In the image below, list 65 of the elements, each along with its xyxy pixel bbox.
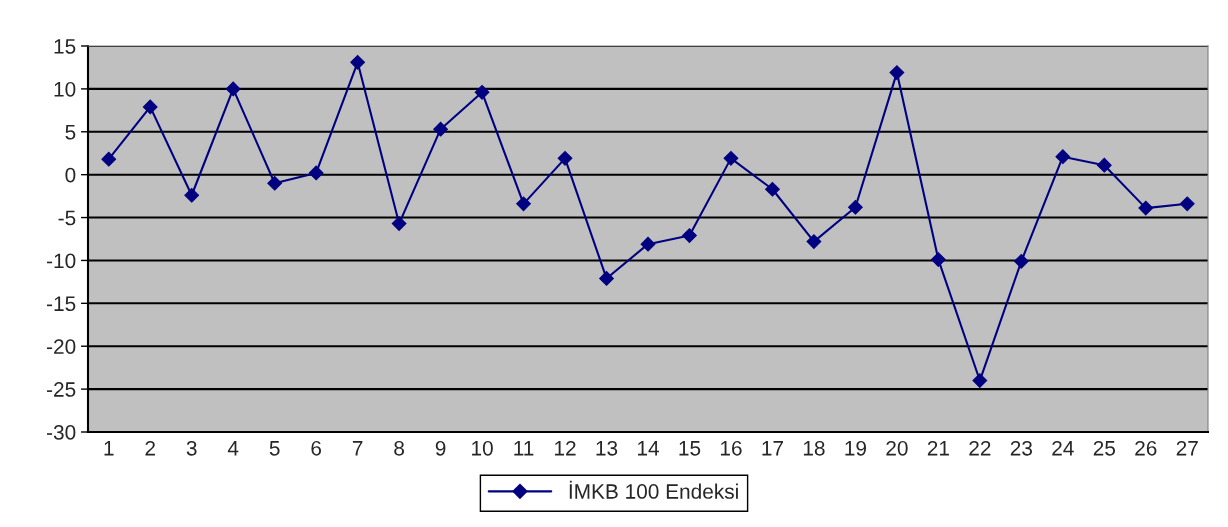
y-tick-label: -5 [58,210,76,226]
point [1055,149,1071,165]
x-tick-label: 11 [514,441,534,456]
y-tick-label: 15 [54,39,76,54]
x-tick-label: 24 [1052,440,1074,456]
x-tick-label: 14 [638,441,659,456]
point [516,196,531,212]
y-tick-label: 10 [54,81,76,97]
point [1013,253,1029,269]
y-tick-label: 5 [65,124,76,140]
y-tick-label: -30 [47,425,76,440]
x-tick-label: 15 [679,441,701,456]
x-tick-label: 7 [352,441,363,456]
x-tick-label: 21 [927,440,949,456]
point [682,228,697,243]
point [184,187,200,203]
x-tick-label: 8 [394,440,404,456]
point [889,65,905,80]
point [267,175,283,191]
y-tick-label: -20 [47,339,76,354]
x-tick-label: 13 [596,440,618,456]
point [225,81,241,97]
point [391,216,407,231]
x-tick-label: 22 [969,440,991,456]
x-tick-label: 1 [104,441,114,456]
y-tick-label: 0 [65,167,76,183]
point [350,54,366,70]
point [640,236,656,252]
x-tick-label: 3 [186,440,197,456]
x-tick-label: 10 [472,440,493,456]
point [599,271,614,286]
x-tick-label: 20 [886,440,908,456]
point [972,373,988,388]
x-tick-label: 16 [720,440,742,456]
point [765,181,780,197]
point [101,151,117,167]
y-tick-label: -10 [47,253,76,269]
point [308,165,324,181]
point [723,150,739,166]
point [474,84,490,100]
x-tick-label: 18 [803,440,825,456]
y-tick-label: -25 [47,382,76,397]
x-tick-label: 9 [435,440,446,456]
point [848,199,863,215]
x-tick-label: 25 [1093,440,1116,456]
point [930,252,946,267]
point [1096,157,1112,173]
point [142,99,158,115]
x-tick-label: 6 [311,440,322,456]
x-tick-label: 19 [845,440,867,456]
point [557,150,573,166]
point [1138,200,1154,216]
x-tick-label: 17 [762,441,783,456]
x-tick-label: 27 [1176,440,1198,456]
x-tick-label: 12 [555,440,576,456]
y-tick-label: -15 [47,296,76,312]
x-tick-label: 4 [227,441,239,456]
point [433,121,448,137]
x-tick-label: 5 [269,441,280,456]
point [806,234,822,249]
x-tick-label: 26 [1135,440,1157,456]
legend-label: İMKB 100 Endeksi [569,480,738,499]
point [1179,196,1195,212]
x-tick-label: 23 [1010,440,1033,456]
x-tick-label: 2 [145,440,155,456]
